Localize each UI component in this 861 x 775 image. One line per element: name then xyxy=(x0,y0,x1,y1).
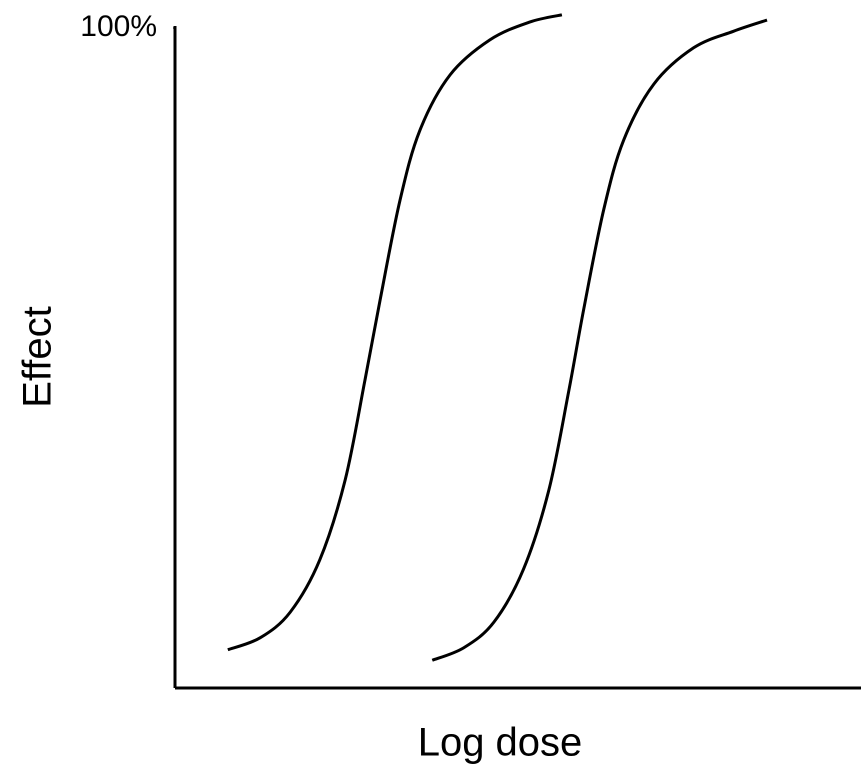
curve xyxy=(431,18,768,662)
curve xyxy=(227,13,563,652)
x-axis-label: Log dose xyxy=(418,721,583,765)
y-tick-label: 100% xyxy=(80,10,157,43)
y-axis-label: Effect xyxy=(16,306,60,408)
